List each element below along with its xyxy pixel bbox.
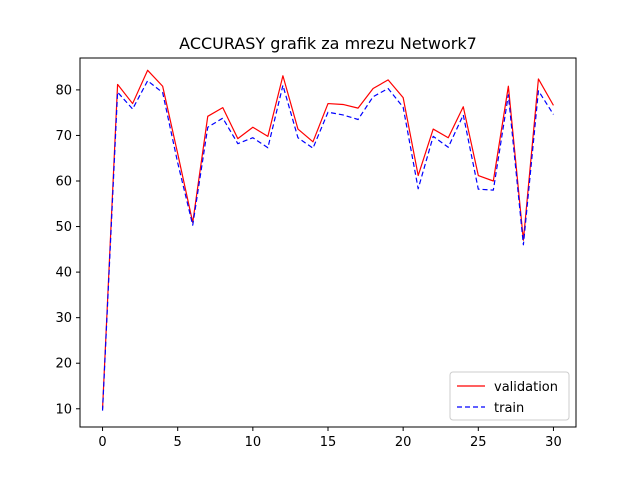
plot-frame (79, 57, 577, 428)
x-tick-label: 25 (470, 435, 487, 450)
x-tick-label: 15 (320, 435, 337, 450)
legend: validation train (449, 371, 570, 421)
x-tick-label: 30 (545, 435, 562, 450)
y-axis: 10 20 30 40 50 60 70 80 (55, 83, 80, 417)
x-tick-label: 10 (245, 435, 262, 450)
series-line-validation (101, 69, 554, 409)
chart-title: ACCURASY grafik za mrezu Network7 (179, 34, 477, 53)
x-tick-label: 0 (98, 435, 106, 450)
y-tick-label: 50 (55, 220, 72, 235)
x-axis: 0 5 10 15 20 25 30 (98, 427, 562, 450)
series-layer (101, 69, 554, 411)
y-tick-label: 20 (55, 357, 72, 372)
plot-area (80, 58, 576, 427)
x-tick-label: 5 (174, 435, 182, 450)
y-tick-label: 10 (55, 402, 72, 417)
y-tick-label: 80 (55, 83, 72, 98)
x-tick-label: 20 (395, 435, 412, 450)
legend-label-train: train (494, 401, 524, 416)
legend-box (449, 371, 570, 421)
legend-label-validation: validation (494, 380, 558, 395)
y-tick-label: 30 (55, 311, 72, 326)
y-tick-label: 40 (55, 266, 72, 281)
y-tick-label: 60 (55, 175, 72, 190)
series-line-train (101, 80, 554, 411)
y-tick-label: 70 (55, 129, 72, 144)
